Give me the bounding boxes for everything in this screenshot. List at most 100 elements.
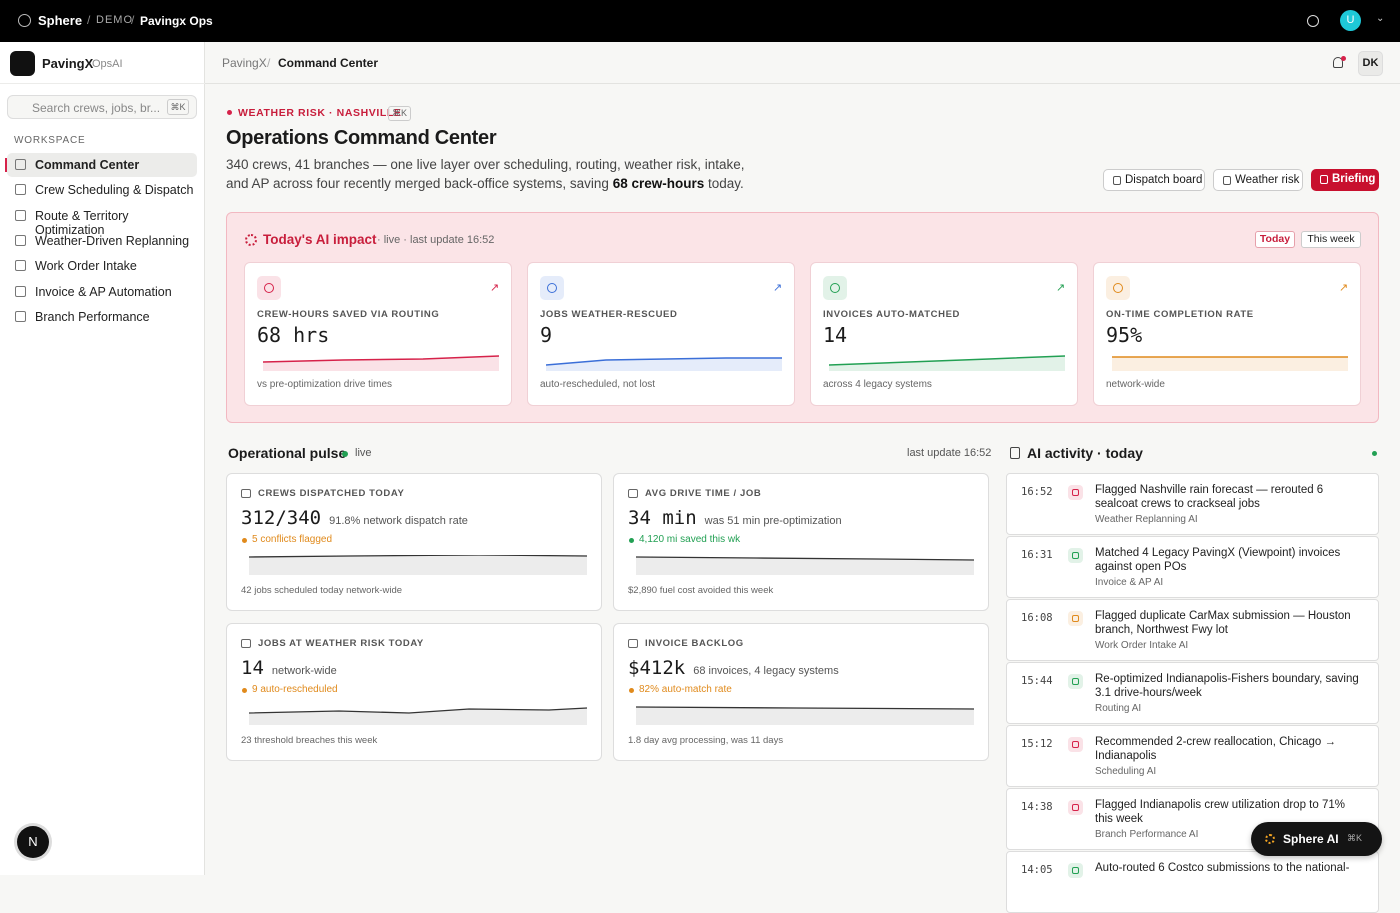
assistant-icon [1265, 834, 1275, 844]
card-icon-glyph [1113, 283, 1123, 293]
pulse-title: Operational pulse [228, 445, 347, 461]
nav-item[interactable]: Invoice & AP Automation [7, 280, 197, 304]
desc-part: today. [704, 176, 744, 191]
card-value: 14 [823, 323, 848, 347]
trend-icon: ↗ [1056, 282, 1066, 294]
nav-item[interactable]: Command Center [5, 153, 197, 177]
impact-panel: Today's AI impact · live · last update 16… [226, 212, 1379, 423]
assistant-label: Sphere AI [1283, 832, 1339, 846]
activity-item[interactable]: 14:05 Auto-routed 6 Costco submissions to… [1006, 851, 1379, 913]
activity-item[interactable]: 16:08 Flagged duplicate CarMax submission… [1006, 599, 1379, 661]
activity-glyph [1072, 489, 1079, 496]
theme-toggle[interactable] [1307, 15, 1319, 27]
pulse-card: AVG DRIVE TIME / JOB 34 min was 51 min pre… [613, 473, 989, 611]
pulse-card: CREWS DISPATCHED TODAY 312/340 91.8% netwo… [226, 473, 602, 611]
activity-icon [1068, 737, 1083, 752]
card-label: ON-TIME COMPLETION RATE [1106, 309, 1254, 320]
nav-label: Command Center [35, 158, 140, 172]
fab[interactable]: N [17, 826, 49, 858]
card-foot: 42 jobs scheduled today network-wide [241, 585, 403, 596]
activity-item[interactable]: 16:52 Flagged Nashville rain forecast — r… [1006, 473, 1379, 535]
crumb[interactable]: PavingX [222, 56, 267, 70]
card-label: CREWS DISPATCHED TODAY [258, 488, 405, 499]
bell-dot [1341, 56, 1346, 61]
activity-time: 14:05 [1021, 864, 1053, 876]
card-flag: 9 auto-rescheduled [252, 684, 338, 695]
user[interactable]: DK [1358, 51, 1383, 76]
hero-kbd: ⌘K [388, 106, 411, 121]
crumb: Command Center [278, 56, 379, 70]
trend-icon: ↗ [773, 282, 783, 294]
card-value: 14 [241, 657, 264, 679]
card-label: JOBS WEATHER-RESCUED [540, 309, 678, 320]
impact-card: ↗ JOBS WEATHER-RESCUED 9 auto-rescheduled, … [527, 262, 795, 406]
nav-item[interactable]: Work Order Intake [7, 254, 197, 278]
activity-icon [1068, 485, 1083, 500]
hero-tag: WEATHER RISK · NASHVILLE [238, 107, 402, 119]
activity-item[interactable]: 16:31 Matched 4 Legacy PavingX (Viewpoint… [1006, 536, 1379, 598]
sparkline [249, 707, 588, 725]
sparkline-area [636, 557, 974, 575]
tab[interactable]: This week [1301, 231, 1361, 248]
activity-icon [1068, 548, 1083, 563]
nav-icon [15, 159, 26, 170]
activity-icon [1068, 611, 1083, 626]
card-value-row: 312/340 91.8% network dispatch rate [241, 507, 591, 529]
hero-button[interactable]: Weather risk [1213, 169, 1303, 191]
nav-icon [15, 310, 26, 322]
active-indicator [5, 158, 7, 172]
card-foot: $2,890 fuel cost avoided this week [628, 585, 774, 596]
card-value: 312/340 [241, 507, 322, 529]
card-flag: 5 conflicts flagged [252, 534, 333, 545]
activity-time: 15:12 [1021, 738, 1053, 750]
hero-button[interactable]: Dispatch board [1103, 169, 1205, 191]
section-label: WORKSPACE [14, 135, 86, 146]
crumb[interactable]: Pavingx Ops [140, 14, 213, 28]
avatar[interactable]: U [1340, 10, 1361, 31]
activity-item[interactable]: 15:12 Recommended 2-crew reallocation, Ch… [1006, 725, 1379, 787]
impact-card: ↗ ON-TIME COMPLETION RATE 95% network-wide [1093, 262, 1361, 406]
impact-icon [245, 234, 257, 246]
sparkline [263, 355, 500, 371]
app-logo [10, 51, 35, 76]
card-foot: 23 threshold breaches this week [241, 735, 378, 746]
activity-dot [1372, 451, 1377, 456]
nav-item[interactable]: Route & Territory Optimization [7, 204, 197, 237]
sparkline-line [829, 355, 1066, 366]
button-label: Weather risk [1235, 174, 1300, 186]
hero-button[interactable]: Briefing [1311, 169, 1379, 191]
activity-glyph [1072, 615, 1079, 622]
bell[interactable] [1333, 57, 1343, 68]
nav-icon [15, 209, 26, 221]
card-flag: 4,120 mi saved this wk [639, 534, 741, 545]
card-value: 9 [540, 323, 553, 347]
activity-source: Scheduling AI [1095, 766, 1157, 777]
nav-item[interactable]: Weather-Driven Replanning [7, 229, 197, 253]
nav-item[interactable]: Branch Performance [7, 305, 197, 329]
card-label: AVG DRIVE TIME / JOB [645, 488, 762, 499]
card-label: JOBS AT WEATHER RISK TODAY [258, 638, 424, 649]
sparkline-line [546, 357, 782, 366]
activity-item[interactable]: 15:44 Re-optimized Indianapolis-Fishers b… [1006, 662, 1379, 724]
activity-glyph [1072, 867, 1079, 874]
button-label: Briefing [1332, 173, 1376, 185]
sparkline-area [829, 356, 1065, 371]
button-label: Dispatch board [1125, 174, 1203, 186]
activity-title: AI activity · today [1027, 445, 1143, 461]
assistant-button[interactable]: Sphere AI ⌘K [1251, 822, 1382, 856]
tab[interactable]: Today [1255, 231, 1295, 248]
activity-icon [1010, 447, 1020, 459]
card-value: 95% [1106, 323, 1143, 347]
activity-icon [1068, 863, 1083, 878]
crumb-sep: / [87, 13, 91, 27]
desc-part: 68 crew-hours [612, 176, 705, 191]
sparkline [1112, 356, 1348, 371]
nav-item[interactable]: Crew Scheduling & Dispatch [7, 178, 197, 202]
assistant-kbd: ⌘K [1347, 833, 1363, 843]
crumb[interactable]: DEMO [96, 14, 133, 26]
search[interactable]: Search crews, jobs, br... ⌘K [7, 95, 197, 119]
activity-text: Recommended 2-crew reallocation, Chicago… [1095, 736, 1336, 762]
button-icon [1113, 176, 1121, 185]
